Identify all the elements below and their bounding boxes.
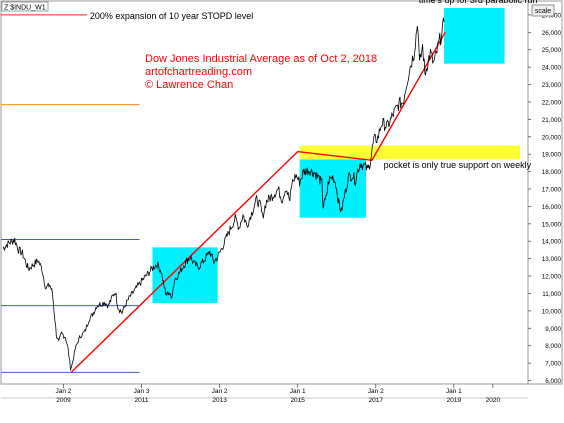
annotation-boxes	[152, 7, 521, 304]
chart-title: Dow Jones Industrial Average as of Oct 2…	[145, 53, 377, 65]
price-series-group	[2, 17, 445, 371]
y-tick-label: 12,000	[542, 274, 562, 281]
highlight-box-3	[444, 7, 505, 64]
annotation-labels: 200% expansion of 10 year STOPD level poc…	[90, 0, 538, 170]
x-tick-label-year: 2019	[447, 397, 462, 404]
parabolic-run-label: time's up for 3rd parabolic run	[419, 0, 538, 5]
x-tick-label-top: Jan 2	[212, 388, 228, 395]
support-pocket-label: pocket is only true support on weekly	[384, 160, 532, 170]
y-tick-label: 9,000	[545, 326, 561, 333]
x-tick-label-year: 2011	[135, 397, 149, 404]
x-tick-label-top: Jan 2	[368, 388, 384, 395]
y-tick-label: 26,000	[542, 30, 562, 37]
series-line-0	[2, 17, 445, 371]
highlight-box-1	[299, 159, 366, 218]
level-label-stopd: 200% expansion of 10 year STOPD level	[90, 11, 253, 21]
x-tick-label-year: 2015	[290, 397, 305, 404]
x-tick-label-year: 2009	[56, 397, 71, 404]
y-tick-label: 16,000	[542, 204, 562, 211]
horizontal-levels	[1, 14, 140, 373]
y-tick-label: 17,000	[542, 187, 562, 194]
y-tick-label: 6,000	[545, 378, 561, 385]
y-tick-label: 7,000	[545, 361, 561, 368]
y-tick-label: 21,000	[542, 117, 562, 124]
scale-button[interactable]	[531, 4, 555, 17]
y-tick-label: 11,000	[542, 291, 561, 298]
x-tick-label-top: Jan 1	[290, 388, 306, 395]
chart-subtitle-author: © Lawrence Chan	[145, 79, 233, 91]
y-tick-label: 13,000	[542, 256, 562, 263]
y-tick-label: 15,000	[542, 221, 562, 228]
y-tick-label: 22,000	[542, 99, 562, 106]
x-axis-ticks: Jan 2 2009 Jan 3 2011 Jan 2 2013 Jan 1 2015 Jan …	[56, 384, 501, 404]
y-tick-label: 8,000	[545, 343, 561, 350]
y-tick-label: 18,000	[542, 169, 562, 176]
highlight-box-2	[299, 145, 521, 160]
symbol-label: Z $INDU_W1	[4, 5, 46, 12]
x-tick-label-top: Jan 3	[134, 388, 150, 395]
x-tick-label-top: Jan 1	[446, 388, 462, 395]
trendline	[70, 31, 446, 373]
y-tick-label: 14,000	[542, 239, 562, 246]
x-tick-label-year: 2017	[369, 397, 384, 404]
y-tick-label: 25,000	[542, 47, 562, 54]
scale-button-label: scale	[535, 8, 551, 15]
y-tick-label: 10,000	[542, 308, 562, 315]
y-tick-label: 23,000	[542, 82, 562, 89]
y-tick-label: 24,000	[542, 65, 562, 72]
x-tick-label-year: 2013	[212, 397, 227, 404]
symbol-tag	[1, 1, 49, 12]
y-axis-panel	[527, 0, 563, 385]
x-tick-label-year: 2020	[486, 397, 501, 404]
trendline-group	[70, 31, 446, 373]
chart-subtitle-site: artofchartreading.com	[145, 66, 252, 78]
y-tick-label: 19,000	[542, 152, 562, 159]
highlight-box-0	[152, 247, 218, 304]
y-tick-label: 20,000	[542, 134, 562, 141]
x-tick-label-top: Jan 2	[56, 388, 72, 395]
